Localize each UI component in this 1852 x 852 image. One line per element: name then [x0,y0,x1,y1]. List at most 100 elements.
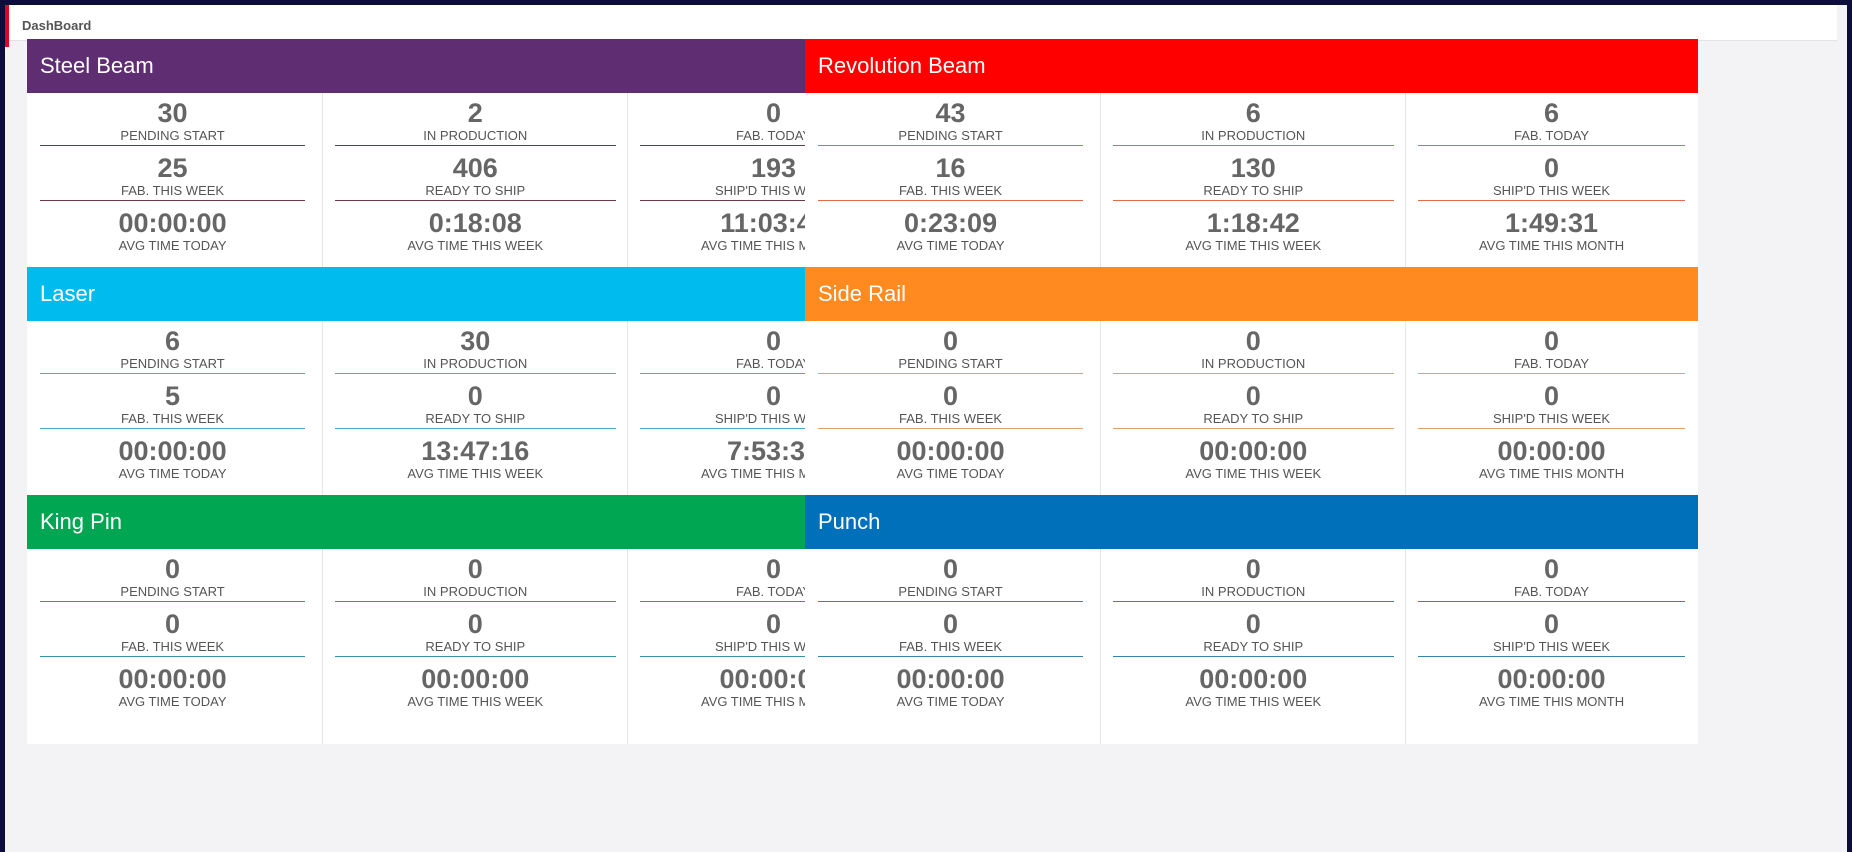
stat-underline [818,200,1084,201]
stat-value: 0 [467,609,483,639]
stat-label: AVG TIME TODAY [118,694,227,709]
stat-ready-to-ship: 0 READY TO SHIP [322,604,629,669]
column-divider [321,549,323,744]
stat-fab-today: 6 FAB. TODAY [1405,93,1698,158]
stat-underline [40,373,306,374]
stat-avg-time-this-week: 13:47:16 AVG TIME THIS WEEK [322,431,629,496]
stat-in-production: 6 IN PRODUCTION [1100,93,1407,158]
stat-value: 406 [452,153,498,183]
panel-king-pin: King Pin 0 PENDING START 0 IN PRODUCTION 0 FAB… [27,495,920,744]
column-divider [627,549,629,744]
stat-value: 30 [157,98,188,128]
stat-ship-d-this-week: 0 SHIP'D THIS WEEK [627,604,920,669]
stat-fab-today: 0 FAB. TODAY [1405,321,1698,386]
stat-label: FAB. TODAY [735,356,812,371]
stat-value: 00:00:00 [1199,664,1308,694]
stat-underline [334,428,616,429]
stat-underline [640,601,907,602]
stat-in-production: 30 IN PRODUCTION [322,321,629,386]
stat-underline [818,145,1084,146]
stat-underline [40,601,306,602]
stat-value: 6 [1544,98,1560,128]
stat-value: 0 [1245,609,1261,639]
stat-label: FAB. TODAY [735,584,812,599]
stat-label: AVG TIME THIS MONTH [1478,694,1625,709]
stat-underline [1418,656,1685,657]
stat-label: AVG TIME THIS WEEK [1185,238,1322,253]
stat-value: 00:00:00 [118,664,227,694]
stat-value: 00:00:00 [421,664,530,694]
stat-label: IN PRODUCTION [1201,128,1306,143]
stat-avg-time-this-month: 00:00:00 AVG TIME THIS MONTH [1405,659,1698,724]
stat-avg-time-today: 00:00:00 AVG TIME TODAY [805,659,1096,724]
stat-underline [334,145,616,146]
stat-avg-time-this-week: 00:00:00 AVG TIME THIS WEEK [1100,659,1407,724]
stat-label: AVG TIME TODAY [896,238,1005,253]
stat-value: 0:18:08 [428,208,522,238]
column-divider [1099,93,1101,288]
stat-label: FAB. THIS WEEK [121,411,225,426]
stat-label: IN PRODUCTION [1201,584,1306,599]
stat-fab-this-week: 0 FAB. THIS WEEK [805,376,1096,441]
stat-underline [818,428,1084,429]
stat-fab-today: 0 FAB. TODAY [627,321,920,386]
stat-label: IN PRODUCTION [423,584,528,599]
stat-underline [640,428,907,429]
window-top-strip [0,0,1852,5]
stat-value: 0 [1544,153,1560,183]
stat-value: 0 [766,98,782,128]
stat-fab-this-week: 16 FAB. THIS WEEK [805,148,1096,213]
stat-label: AVG TIME THIS MONTH [1478,238,1625,253]
stat-ship-d-this-week: 193 SHIP'D THIS WEEK [627,148,920,213]
stat-pending-start: 6 PENDING START [27,321,318,386]
stat-avg-time-today: 0:23:09 AVG TIME TODAY [805,203,1096,268]
stat-label: SHIP'D THIS WEEK [714,183,833,198]
stat-in-production: 0 IN PRODUCTION [1100,549,1407,614]
stat-underline [1418,373,1685,374]
stat-underline [818,656,1084,657]
stat-underline [640,656,907,657]
stat-underline [334,601,616,602]
stat-underline [818,373,1084,374]
stat-label: AVG TIME THIS WEEK [407,238,544,253]
column-divider [627,93,629,288]
panel-stats: 0 PENDING START 0 IN PRODUCTION 0 FAB. TODAY 0… [805,321,1698,516]
stat-avg-time-today: 00:00:00 AVG TIME TODAY [805,431,1096,496]
column-divider [1405,549,1407,744]
stat-label: READY TO SHIP [425,639,526,654]
stat-in-production: 0 IN PRODUCTION [322,549,629,614]
stat-value: 00:00:00 [118,208,227,238]
stat-ready-to-ship: 0 READY TO SHIP [1100,604,1407,669]
panel-stats: 43 PENDING START 6 IN PRODUCTION 6 FAB. TODAY… [805,93,1698,288]
stat-value: 0 [766,381,782,411]
stat-label: FAB. THIS WEEK [121,639,225,654]
stat-value: 130 [1230,153,1276,183]
stat-label: SHIP'D THIS WEEK [1492,411,1611,426]
panel-title: Punch [805,495,1698,549]
stat-value: 0 [943,326,959,356]
column-divider [321,321,323,516]
stat-avg-time-this-week: 1:18:42 AVG TIME THIS WEEK [1100,203,1407,268]
stat-label: FAB. TODAY [1513,128,1590,143]
stat-fab-this-week: 0 FAB. THIS WEEK [805,604,1096,669]
stat-avg-time-today: 00:00:00 AVG TIME TODAY [27,659,318,724]
stat-fab-today: 0 FAB. TODAY [627,93,920,158]
stat-underline [1418,601,1685,602]
stat-underline [334,373,616,374]
stat-value: 00:00:00 [896,436,1005,466]
page-title[interactable]: DashBoard [22,18,92,33]
stat-avg-time-this-week: 00:00:00 AVG TIME THIS WEEK [322,659,629,724]
stat-value: 30 [460,326,491,356]
stat-label: FAB. THIS WEEK [899,411,1003,426]
stat-label: PENDING START [898,584,1003,599]
app-header-bar: DashBoard [5,5,1837,47]
stat-ready-to-ship: 406 READY TO SHIP [322,148,629,213]
stat-label: AVG TIME THIS WEEK [1185,694,1322,709]
stat-label: SHIP'D THIS WEEK [1492,639,1611,654]
stat-underline [1112,601,1394,602]
stat-label: PENDING START [898,356,1003,371]
stat-fab-today: 0 FAB. TODAY [627,549,920,614]
panel-stats: 30 PENDING START 2 IN PRODUCTION 0 FAB. TODAY… [27,93,920,288]
stat-value: 0 [165,554,181,584]
stat-value: 1:18:42 [1206,208,1300,238]
